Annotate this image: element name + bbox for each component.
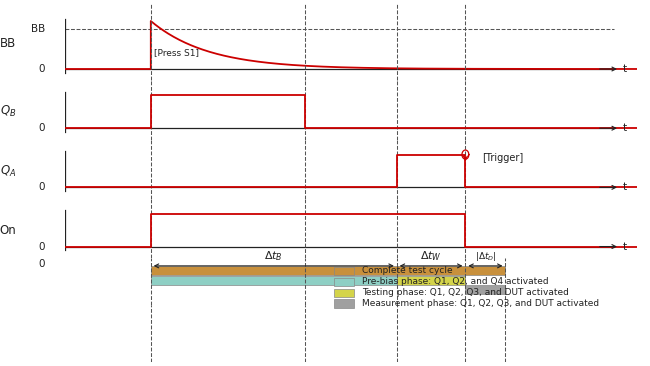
Text: t: t xyxy=(623,182,627,193)
Text: 0: 0 xyxy=(38,123,45,133)
Text: Testing phase: Q1, Q2, Q3, and DUT activated: Testing phase: Q1, Q2, Q3, and DUT activ… xyxy=(363,288,569,297)
Text: t: t xyxy=(623,123,627,133)
Text: $Q_B$: $Q_B$ xyxy=(0,104,16,119)
Bar xyxy=(465,285,506,294)
Text: Measurement phase: Q1, Q2, Q3, and DUT activated: Measurement phase: Q1, Q2, Q3, and DUT a… xyxy=(363,299,599,308)
Text: $\Delta t_W$: $\Delta t_W$ xyxy=(420,249,442,263)
Text: $Q_A$: $Q_A$ xyxy=(0,164,16,179)
Text: t: t xyxy=(623,64,627,74)
Text: 0: 0 xyxy=(38,242,45,251)
Bar xyxy=(151,276,396,285)
Text: $|\Delta t_D|$: $|\Delta t_D|$ xyxy=(474,250,496,263)
Text: Pre-bias phase: Q1, Q2, and Q4 activated: Pre-bias phase: Q1, Q2, and Q4 activated xyxy=(363,277,549,286)
Text: On: On xyxy=(0,224,16,237)
Bar xyxy=(334,288,354,297)
Text: 0: 0 xyxy=(38,182,45,193)
Text: 0: 0 xyxy=(38,259,45,269)
Text: [Press S1]: [Press S1] xyxy=(153,49,199,57)
Text: 0: 0 xyxy=(38,64,45,74)
Text: BB: BB xyxy=(31,24,45,34)
Bar xyxy=(151,266,506,275)
Bar xyxy=(396,276,465,285)
Bar xyxy=(334,266,354,275)
Text: [Trigger]: [Trigger] xyxy=(482,153,524,163)
Text: $\Delta t_B$: $\Delta t_B$ xyxy=(265,249,283,263)
Text: BB: BB xyxy=(0,37,16,51)
Text: Complete test cycle: Complete test cycle xyxy=(363,266,453,275)
Text: t: t xyxy=(623,242,627,251)
Bar xyxy=(334,277,354,286)
Bar xyxy=(334,299,354,308)
